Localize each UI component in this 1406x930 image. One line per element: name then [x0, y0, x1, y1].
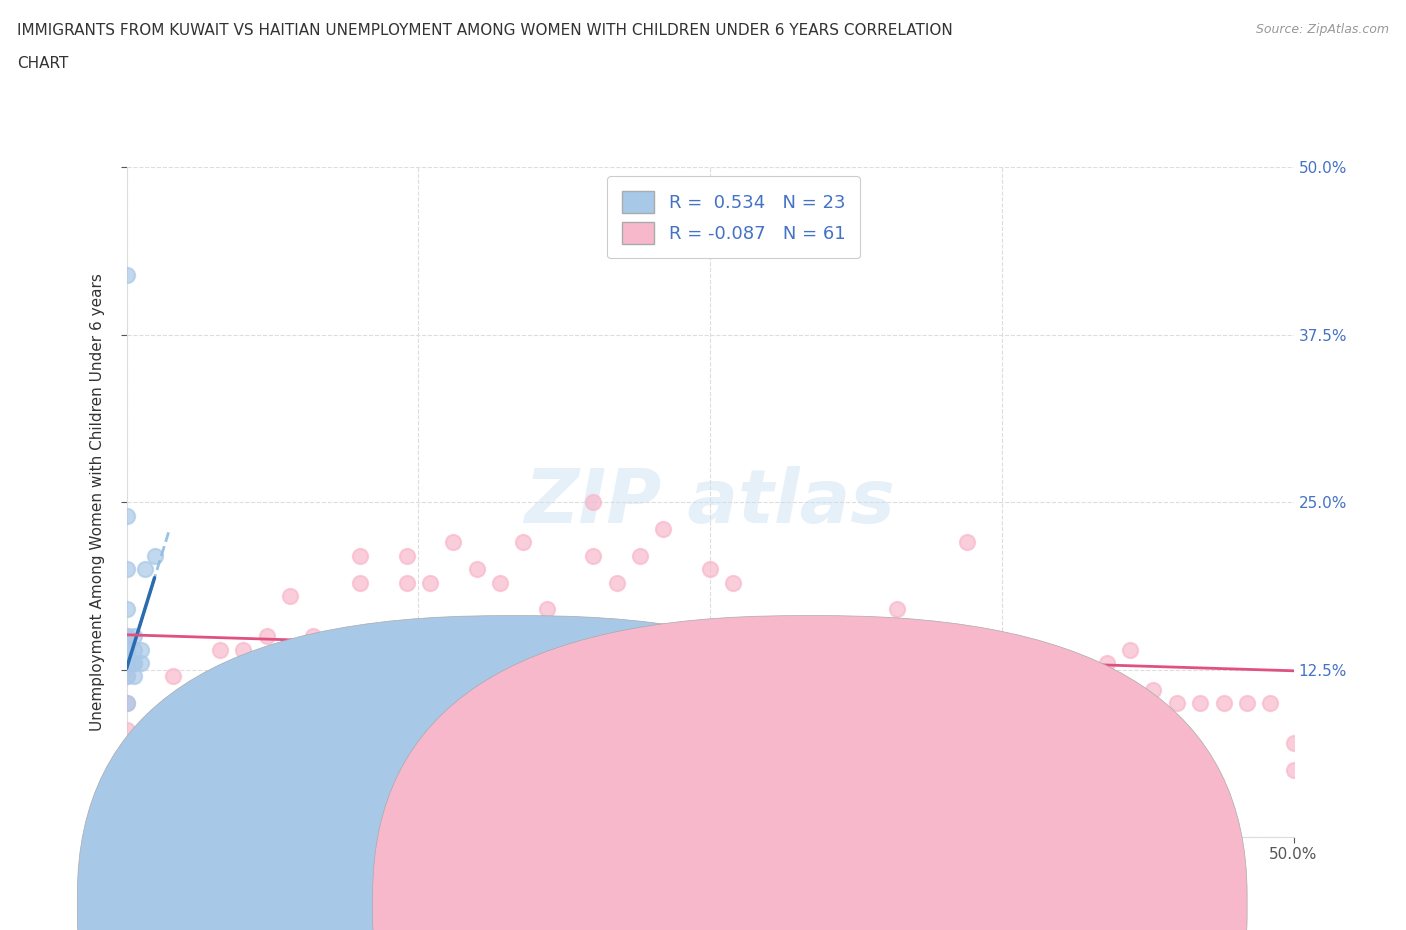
Point [1142, 683, 1164, 698]
Point [115, 803, 138, 817]
Point [115, 723, 138, 737]
Text: CHART: CHART [17, 56, 69, 71]
Point [1189, 696, 1212, 711]
Point [122, 629, 145, 644]
Point [465, 642, 488, 657]
Point [1095, 656, 1118, 671]
Point [122, 642, 145, 657]
Point [441, 535, 464, 550]
Point [558, 723, 581, 737]
Point [129, 642, 152, 657]
Point [115, 763, 138, 777]
Point [256, 696, 278, 711]
Point [115, 830, 138, 844]
Point [956, 535, 979, 550]
Point [232, 642, 254, 657]
Point [769, 696, 792, 711]
Point [115, 669, 138, 684]
Point [792, 696, 814, 711]
Point [115, 562, 138, 577]
Point [815, 629, 838, 644]
Point [349, 549, 371, 564]
Point [1073, 696, 1095, 711]
Point [115, 656, 138, 671]
Point [208, 696, 231, 711]
Point [162, 669, 184, 684]
Point [652, 522, 675, 537]
Point [536, 602, 558, 617]
Point [932, 696, 955, 711]
Point [134, 562, 156, 577]
Point [1049, 696, 1071, 711]
Text: ZIP atlas: ZIP atlas [524, 466, 896, 538]
Point [256, 629, 278, 644]
Text: Immigrants from Kuwait: Immigrants from Kuwait [538, 897, 723, 912]
Point [325, 656, 347, 671]
Point [143, 549, 166, 564]
Point [115, 763, 138, 777]
Point [419, 642, 441, 657]
Point [162, 709, 184, 724]
Point [628, 549, 651, 564]
Point [115, 736, 138, 751]
Point [1236, 696, 1258, 711]
Point [115, 602, 138, 617]
Text: IMMIGRANTS FROM KUWAIT VS HAITIAN UNEMPLOYMENT AMONG WOMEN WITH CHILDREN UNDER 6: IMMIGRANTS FROM KUWAIT VS HAITIAN UNEMPL… [17, 23, 953, 38]
Point [699, 562, 721, 577]
Point [1258, 696, 1281, 711]
Text: Haitians: Haitians [835, 897, 897, 912]
Point [186, 696, 208, 711]
Point [373, 629, 395, 644]
Point [115, 696, 138, 711]
Point [886, 602, 908, 617]
Point [395, 549, 418, 564]
Point [115, 656, 138, 671]
Point [278, 696, 301, 711]
Point [1002, 696, 1025, 711]
Point [115, 267, 138, 282]
Point [115, 669, 138, 684]
Point [115, 696, 138, 711]
Point [489, 575, 512, 590]
Point [115, 508, 138, 523]
Point [419, 575, 441, 590]
Point [582, 495, 605, 510]
Point [208, 642, 231, 657]
Point [115, 629, 138, 644]
Point [278, 589, 301, 604]
Point [582, 549, 605, 564]
Point [122, 656, 145, 671]
Legend: R =  0.534   N = 23, R = -0.087   N = 61: R = 0.534 N = 23, R = -0.087 N = 61 [607, 177, 859, 259]
Point [1119, 642, 1142, 657]
Point [606, 575, 628, 590]
Point [122, 656, 145, 671]
Point [1212, 696, 1234, 711]
Point [115, 629, 138, 644]
Point [115, 830, 138, 844]
Point [1282, 763, 1305, 777]
Point [465, 562, 488, 577]
Text: Source: ZipAtlas.com: Source: ZipAtlas.com [1256, 23, 1389, 36]
Point [115, 642, 138, 657]
Point [839, 723, 862, 737]
Point [1282, 736, 1305, 751]
Point [512, 535, 534, 550]
Point [302, 629, 325, 644]
Point [208, 669, 231, 684]
Point [723, 575, 745, 590]
Point [129, 656, 152, 671]
Point [349, 575, 371, 590]
Point [122, 669, 145, 684]
Point [1166, 696, 1188, 711]
Point [395, 575, 418, 590]
Point [232, 696, 254, 711]
Y-axis label: Unemployment Among Women with Children Under 6 years: Unemployment Among Women with Children U… [90, 273, 105, 731]
